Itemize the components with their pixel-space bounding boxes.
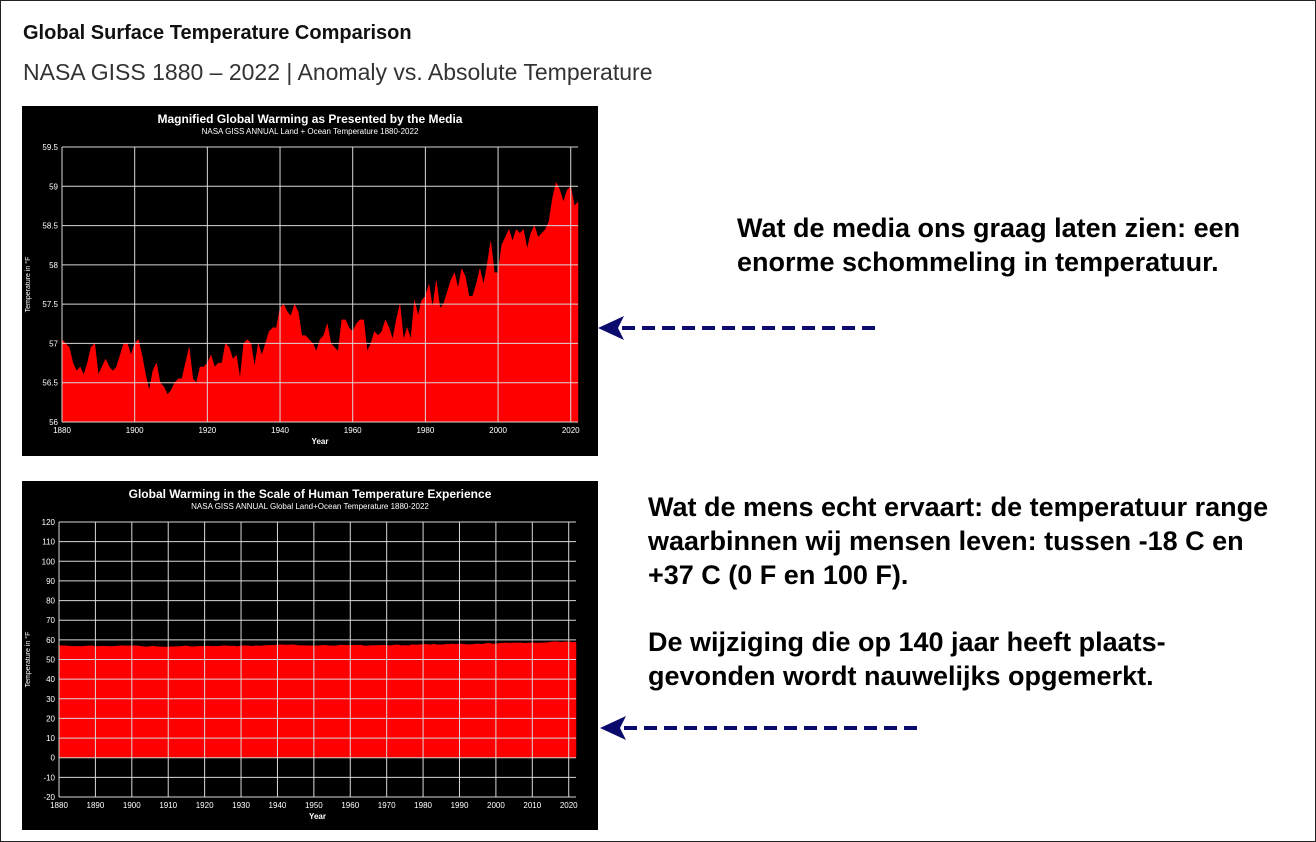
x-tick-label: 2000 [489, 426, 507, 435]
y-tick-label: 10 [46, 734, 55, 743]
y-tick-label: 59.5 [42, 143, 58, 152]
y-axis-label: Temperature in °F [24, 632, 32, 688]
x-axis-label: Year [309, 812, 326, 821]
temperature-area [58, 641, 577, 758]
y-tick-label: 30 [46, 695, 55, 704]
y-tick-label: 56 [49, 418, 58, 427]
chart-media-panel: Magnified Global Warming as Presented by… [22, 106, 598, 456]
y-tick-label: 100 [42, 557, 56, 566]
x-tick-label: 1900 [123, 801, 141, 810]
x-tick-label: 1920 [196, 801, 214, 810]
x-tick-label: 1880 [53, 426, 71, 435]
callout-human-range-text: Wat de mens echt ervaart: de temperatuur… [648, 492, 1269, 590]
chart-title: Global Warming in the Scale of Human Tem… [129, 487, 492, 501]
callout-media-text: Wat de media ons graag laten zien: een e… [737, 213, 1241, 277]
y-tick-label: 50 [46, 656, 55, 665]
y-tick-label: 57 [49, 339, 58, 348]
y-tick-label: 80 [46, 597, 55, 606]
x-tick-label: 1900 [126, 426, 144, 435]
x-tick-label: 1910 [159, 801, 177, 810]
chart-title: Magnified Global Warming as Presented by… [158, 112, 463, 126]
x-tick-label: 1960 [344, 426, 362, 435]
y-tick-label: 70 [46, 616, 55, 625]
x-axis-label: Year [312, 437, 329, 446]
y-axis-label: Temperature in °F [24, 257, 32, 313]
x-tick-label: 1940 [271, 426, 289, 435]
y-tick-label: 56.5 [42, 379, 58, 388]
figure-title: Global Surface Temperature Comparison [23, 22, 412, 44]
chart-subtitle: NASA GISS ANNUAL Land + Ocean Temperatur… [202, 127, 419, 136]
chart-human-scale-panel: Global Warming in the Scale of Human Tem… [22, 481, 598, 830]
x-tick-label: 2020 [562, 426, 580, 435]
x-tick-label: 1970 [378, 801, 396, 810]
x-tick-label: 2010 [523, 801, 541, 810]
x-tick-label: 1950 [305, 801, 323, 810]
y-tick-label: 90 [46, 577, 55, 586]
y-tick-label: 60 [46, 636, 55, 645]
x-tick-label: 1940 [269, 801, 287, 810]
y-tick-label: 40 [46, 675, 55, 684]
x-tick-label: 1980 [416, 426, 434, 435]
chart-media-svg: Magnified Global Warming as Presented by… [24, 112, 580, 446]
left-arrow-icon [600, 716, 920, 740]
figure-subtitle: NASA GISS 1880 – 2022 | Anomaly vs. Abso… [23, 59, 653, 85]
y-tick-label: 120 [42, 518, 56, 527]
callout-change-text: De wijziging die op 140 jaar heeft plaat… [648, 627, 1166, 691]
x-tick-label: 1960 [341, 801, 359, 810]
y-tick-label: 20 [46, 714, 55, 723]
y-tick-label: 58 [49, 261, 58, 270]
left-arrow-icon [598, 316, 880, 340]
y-tick-label: 58.5 [42, 222, 58, 231]
y-tick-label: 0 [51, 754, 56, 763]
x-tick-label: 1880 [50, 801, 68, 810]
x-tick-label: 1890 [87, 801, 105, 810]
chart-subtitle: NASA GISS ANNUAL Global Land+Ocean Tempe… [191, 502, 429, 511]
y-tick-label: 110 [42, 538, 55, 547]
y-tick-label: 59 [49, 182, 58, 191]
x-tick-label: 1920 [198, 426, 216, 435]
chart-human-scale-svg: Global Warming in the Scale of Human Tem… [24, 487, 578, 821]
y-tick-label: -20 [43, 793, 55, 802]
y-tick-label: -10 [43, 773, 55, 782]
temperature-area [61, 181, 579, 423]
y-tick-label: 57.5 [42, 300, 58, 309]
x-tick-label: 1930 [232, 801, 250, 810]
x-tick-label: 1990 [451, 801, 469, 810]
x-tick-label: 1980 [414, 801, 432, 810]
x-tick-label: 2020 [560, 801, 578, 810]
x-tick-label: 2000 [487, 801, 505, 810]
